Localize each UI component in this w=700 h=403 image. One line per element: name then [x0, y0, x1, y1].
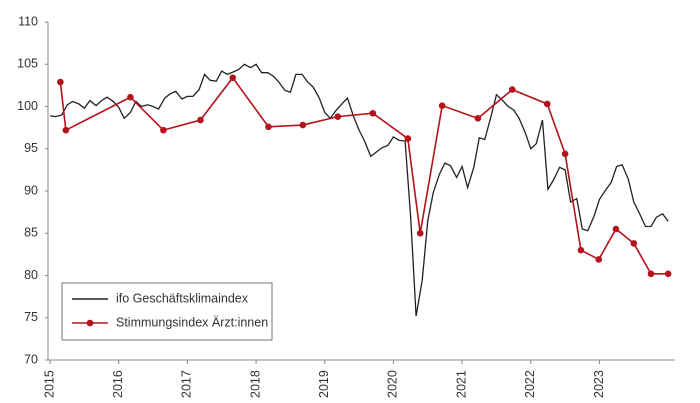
point: [664, 270, 672, 278]
point: [612, 225, 620, 233]
x-tick-label: 2017: [180, 370, 194, 398]
y-tick-label: 105: [17, 57, 38, 71]
x-tick-label: 2022: [523, 370, 537, 398]
point: [57, 78, 64, 86]
point: [369, 109, 377, 117]
point: [299, 121, 307, 129]
x-tick-label: 2018: [248, 370, 262, 398]
y-tick-label: 80: [24, 268, 38, 282]
point: [127, 93, 134, 101]
x-tick-label: 2021: [454, 370, 468, 398]
line: [49, 63, 669, 317]
y-tick-label: 90: [24, 183, 38, 197]
line: [59, 76, 669, 275]
point: [543, 100, 551, 108]
y-tick-label: 110: [18, 14, 38, 28]
point: [62, 126, 70, 134]
x-tick-label: 2023: [592, 370, 606, 398]
legend-marker: [86, 319, 94, 327]
point: [630, 240, 638, 247]
legend-label: ifo Geschäftsklimaindex: [116, 291, 249, 305]
x-tick-label: 2020: [386, 370, 400, 398]
y-tick-label: 85: [24, 226, 38, 240]
y-tick-label: 75: [24, 310, 38, 324]
y-tick-label: 70: [24, 352, 38, 366]
x-tick-label: 2019: [317, 370, 331, 398]
point: [197, 116, 204, 124]
point: [474, 115, 482, 122]
point: [647, 270, 655, 278]
legend-box: [61, 282, 273, 341]
point: [561, 150, 569, 158]
x-tick-label: 2016: [111, 370, 125, 398]
point: [229, 74, 237, 82]
point: [416, 229, 424, 237]
point: [438, 102, 446, 109]
legend-label: Stimmungsindex Ärzt:innen: [116, 315, 268, 329]
point: [160, 126, 167, 134]
point: [577, 246, 585, 254]
y-tick-label: 100: [17, 99, 38, 113]
point: [334, 113, 342, 120]
x-tick-label: 2015: [42, 370, 56, 398]
point: [404, 135, 412, 142]
point: [595, 256, 603, 263]
point: [508, 86, 516, 93]
y-tick-label: 95: [24, 141, 38, 155]
point: [265, 123, 272, 131]
